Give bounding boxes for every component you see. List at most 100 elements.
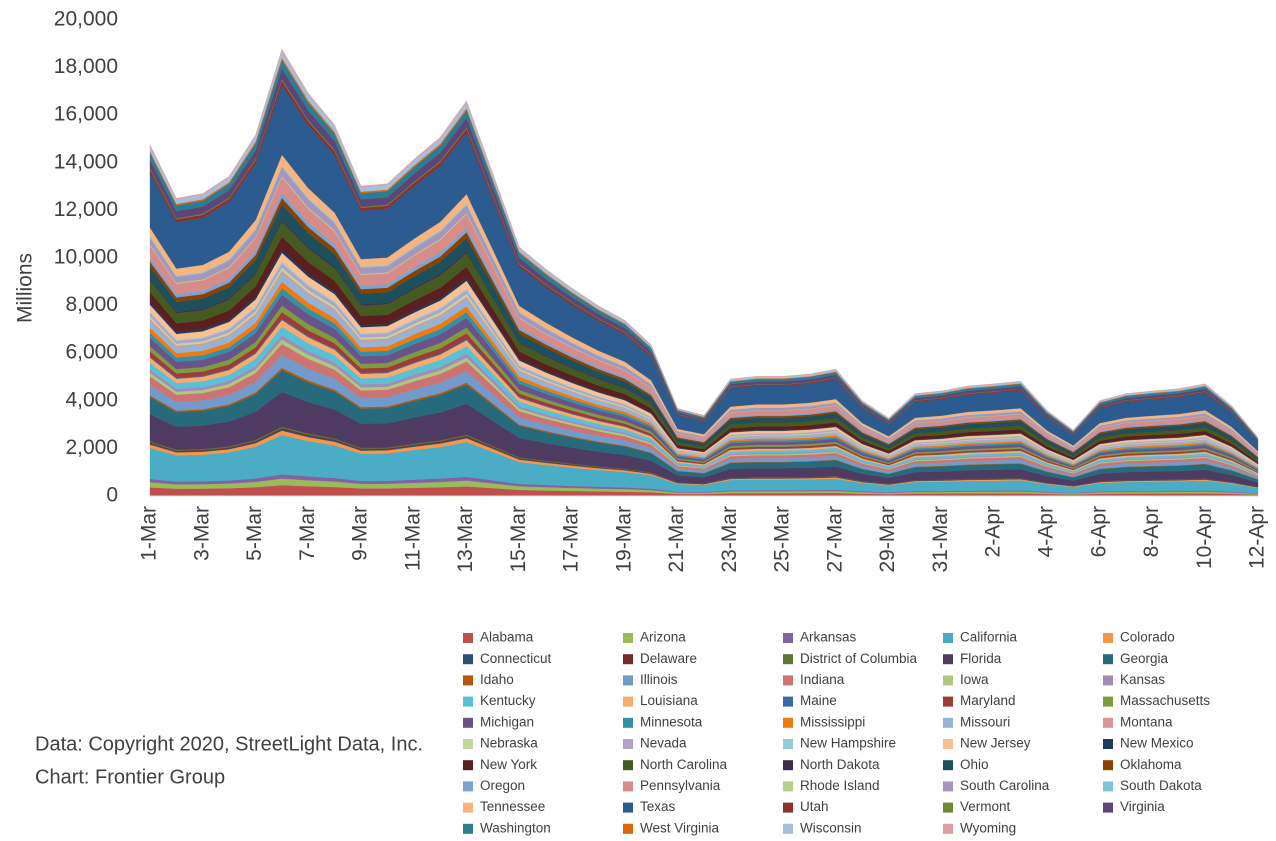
legend-swatch [463, 823, 473, 834]
x-tick-label: 27-Mar [823, 506, 846, 573]
legend-label: Montana [1120, 714, 1173, 729]
legend-swatch [463, 802, 473, 813]
source-note: Data: Copyright 2020, StreetLight Data, … [35, 733, 423, 755]
legend-label: Kentucky [480, 693, 536, 708]
legend-label: Mississippi [800, 714, 865, 729]
x-tick-label: 6-Apr [1087, 506, 1110, 557]
x-tick-label: 2-Apr [982, 506, 1005, 557]
legend-swatch [783, 823, 793, 834]
legend-swatch [623, 675, 633, 686]
legend-swatch [463, 781, 473, 792]
legend-swatch [623, 760, 633, 771]
x-tick-label: 11-Mar [401, 506, 424, 571]
legend-label: South Dakota [1120, 778, 1202, 793]
legend-label: Rhode Island [800, 778, 880, 793]
legend-swatch [783, 675, 793, 686]
legend-swatch [1103, 802, 1113, 813]
x-tick-label: 3-Mar [190, 506, 213, 561]
legend-label: District of Columbia [800, 651, 918, 666]
legend-label: Idaho [480, 672, 514, 687]
legend-label: Maryland [960, 693, 1016, 708]
legend-swatch [1103, 781, 1113, 792]
legend-label: Massachusetts [1120, 693, 1210, 708]
legend-swatch [943, 717, 953, 728]
legend-label: Indiana [800, 672, 845, 687]
legend-label: Georgia [1120, 651, 1169, 666]
x-tick-label: 9-Mar [349, 506, 372, 561]
legend-label: Illinois [640, 672, 678, 687]
y-tick-label: 4,000 [65, 388, 118, 411]
legend-swatch [783, 654, 793, 665]
legend-label: Wyoming [960, 820, 1016, 835]
legend-label: Tennessee [480, 799, 545, 814]
legend-swatch [943, 781, 953, 792]
legend-label: Iowa [960, 672, 989, 687]
legend-swatch [1103, 760, 1113, 771]
legend-swatch [1103, 675, 1113, 686]
legend-label: Pennsylvania [640, 778, 721, 793]
legend-swatch [1103, 696, 1113, 707]
legend-swatch [463, 633, 473, 643]
x-tick-label: 17-Mar [560, 506, 583, 573]
legend-swatch [463, 675, 473, 686]
legend-label: Nevada [640, 736, 687, 751]
legend-label: North Dakota [800, 757, 880, 772]
y-tick-label: 0 [106, 484, 118, 507]
legend-swatch [943, 696, 953, 707]
legend-label: Oklahoma [1120, 757, 1182, 772]
legend-swatch [943, 802, 953, 813]
legend-swatch [623, 739, 633, 749]
legend-swatch [783, 760, 793, 771]
legend-label: Nebraska [480, 736, 538, 751]
legend-swatch [943, 675, 953, 686]
legend-label: Oregon [480, 778, 525, 793]
legend-swatch [783, 696, 793, 707]
legend-label: Wisconsin [800, 820, 862, 835]
legend-label: Michigan [480, 714, 534, 729]
y-tick-label: 10,000 [54, 246, 118, 269]
legend-swatch [783, 633, 793, 643]
y-axis-label: Millions [14, 253, 37, 323]
legend-swatch [623, 717, 633, 728]
legend-label: Delaware [640, 651, 697, 666]
y-tick-label: 16,000 [54, 103, 118, 126]
legend-label: New Hampshire [800, 736, 896, 751]
y-tick-label: 14,000 [54, 150, 118, 173]
legend-label: Missouri [960, 714, 1010, 729]
legend-label: Colorado [1120, 630, 1175, 645]
y-tick-label: 18,000 [54, 55, 118, 78]
y-tick-label: 20,000 [54, 8, 118, 31]
x-tick-label: 23-Mar [718, 506, 741, 573]
credit-note: Chart: Frontier Group [35, 766, 225, 788]
x-tick-label: 15-Mar [507, 506, 530, 573]
legend-label: South Carolina [960, 778, 1050, 793]
x-tick-label: 25-Mar [771, 506, 794, 573]
legend-swatch [783, 717, 793, 728]
y-tick-label: 2,000 [65, 436, 118, 459]
legend-label: California [960, 630, 1018, 645]
legend-label: Washington [480, 820, 551, 835]
x-tick-label: 5-Mar [243, 506, 266, 561]
y-tick-label: 12,000 [54, 198, 118, 221]
legend-swatch [943, 823, 953, 834]
legend-label: Ohio [960, 757, 989, 772]
legend-label: Arizona [640, 630, 686, 645]
x-tick-label: 31-Mar [929, 506, 952, 573]
area [149, 48, 1259, 439]
legend-swatch [783, 781, 793, 792]
legend-swatch [943, 760, 953, 771]
legend-label: West Virginia [640, 820, 720, 835]
legend-swatch [623, 696, 633, 707]
legend-swatch [623, 802, 633, 813]
legend-label: Texas [640, 799, 676, 814]
x-tick-label: 13-Mar [454, 506, 477, 573]
legend-label: Maine [800, 693, 837, 708]
legend-label: Vermont [960, 799, 1011, 814]
legend-label: Minnesota [640, 714, 703, 729]
legend-swatch [463, 760, 473, 771]
legend-label: New York [480, 757, 537, 772]
legend-label: New Mexico [1120, 736, 1194, 751]
x-tick-label: 10-Apr [1193, 506, 1216, 569]
legend-swatch [1103, 717, 1113, 728]
